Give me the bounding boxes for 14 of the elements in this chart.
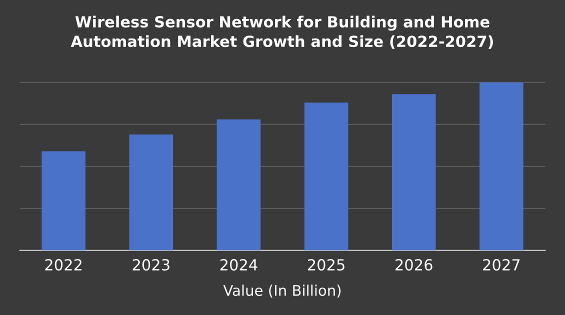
x-tick-label: 2022 <box>45 259 82 271</box>
bar <box>129 134 174 250</box>
bar <box>392 94 436 250</box>
chart-title: Wireless Sensor Network for Building and Home Automation Market Growth and Size (2022-2027) <box>70 16 493 49</box>
x-tick-label: 2023 <box>132 259 170 271</box>
x-tick-label: 2024 <box>220 259 258 271</box>
bar <box>216 119 261 250</box>
x-tick-label: 2026 <box>396 259 432 271</box>
x-tick-label: 2025 <box>308 259 344 271</box>
x-tick-label: 2027 <box>483 259 520 271</box>
bar <box>304 102 348 250</box>
x-axis-title: Value (In Billion) <box>223 284 341 298</box>
bar <box>480 82 524 250</box>
bar <box>42 151 86 250</box>
